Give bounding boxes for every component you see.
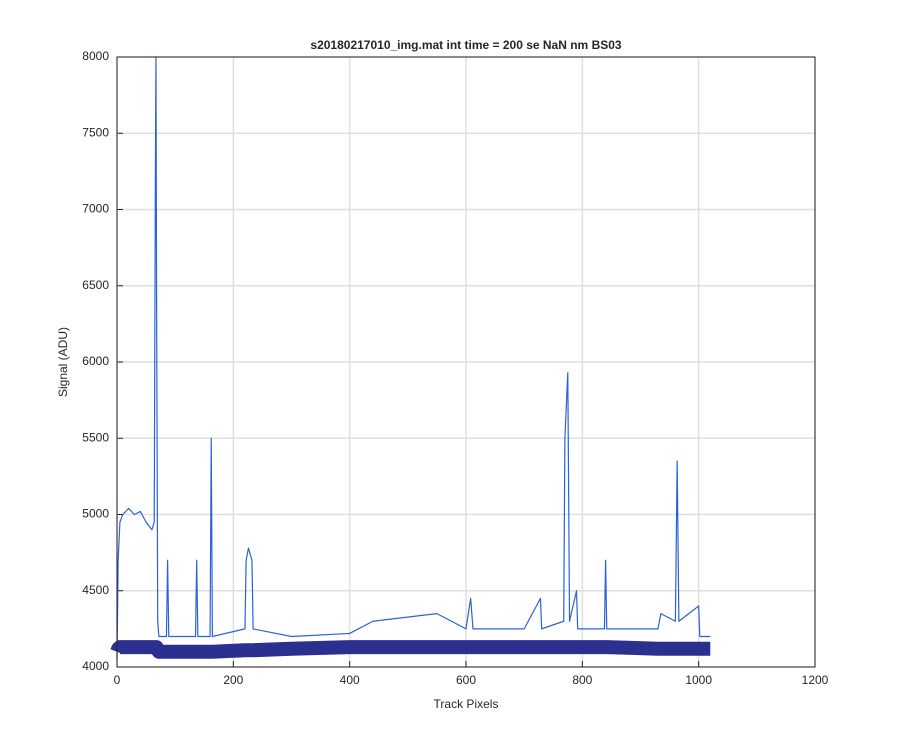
y-tick-label: 6500 bbox=[82, 278, 109, 292]
x-tick-label: 600 bbox=[456, 673, 476, 687]
x-tick-label: 400 bbox=[340, 673, 360, 687]
plot-frame bbox=[116, 56, 816, 668]
x-axis-label: Track Pixels bbox=[434, 697, 499, 711]
x-tick-label: 1200 bbox=[802, 673, 829, 687]
chart-title: s20180217010_img.mat int time = 200 se N… bbox=[310, 38, 622, 52]
series-line bbox=[110, 640, 711, 659]
x-tick-label: 200 bbox=[223, 673, 243, 687]
y-tick-label: 6000 bbox=[82, 354, 109, 368]
y-tick-label: 7500 bbox=[82, 125, 109, 139]
x-tick-label: 1000 bbox=[685, 673, 712, 687]
x-tick-label: 0 bbox=[114, 673, 121, 687]
y-tick-label: 5000 bbox=[82, 507, 109, 521]
y-tick-label: 5500 bbox=[82, 430, 109, 444]
y-tick-label: 8000 bbox=[82, 49, 109, 63]
y-tick-label: 7000 bbox=[82, 202, 109, 216]
y-tick-label: 4500 bbox=[82, 583, 109, 597]
y-tick-label: 4000 bbox=[82, 659, 109, 673]
y-axis-label: Signal (ADU) bbox=[56, 327, 70, 397]
series-line bbox=[116, 56, 711, 660]
x-tick-label: 800 bbox=[572, 673, 592, 687]
